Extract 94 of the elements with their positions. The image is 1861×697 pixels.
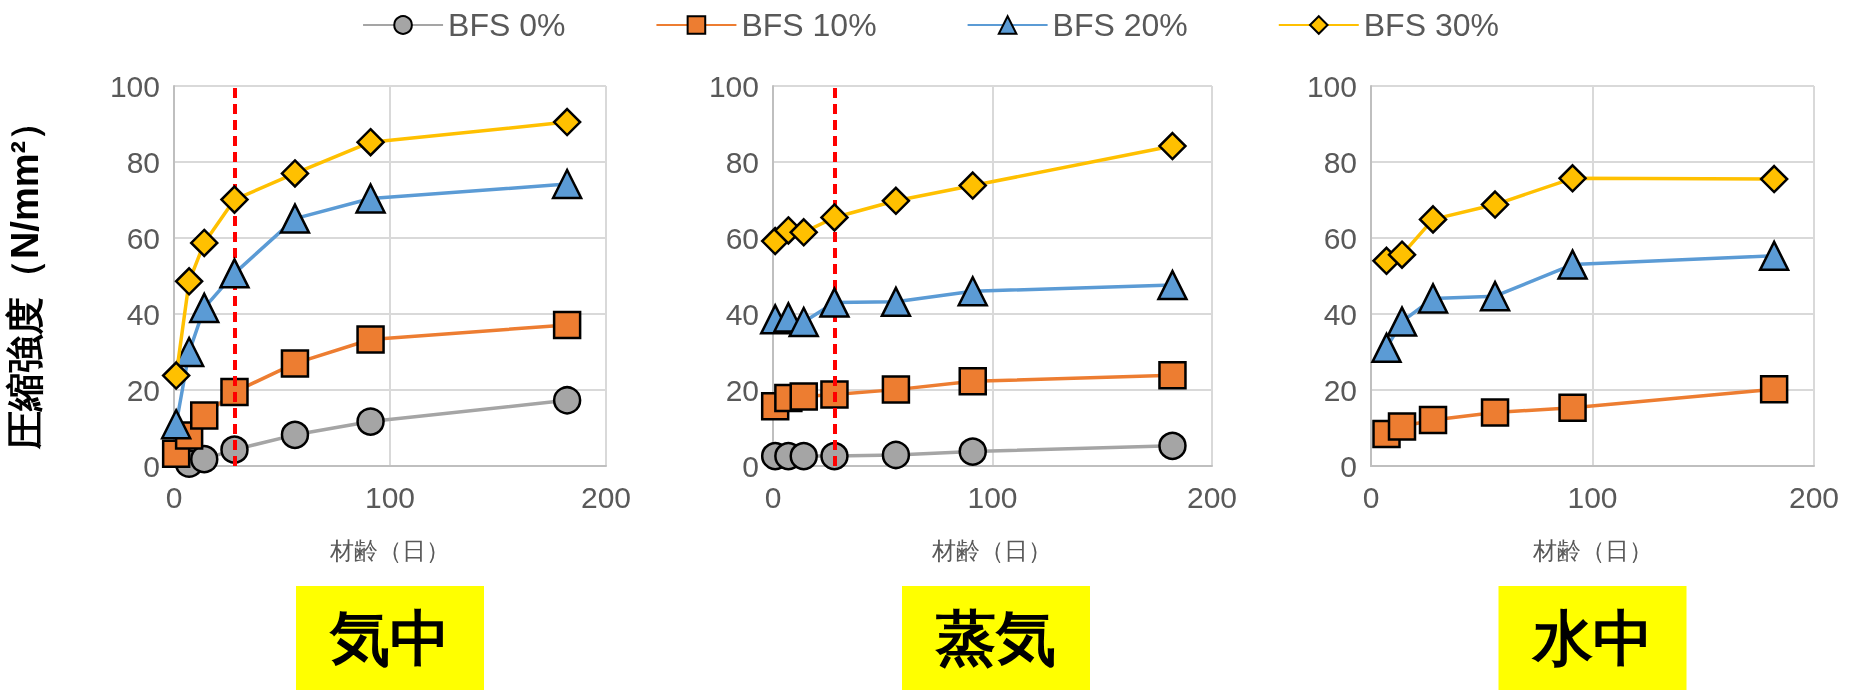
x-tick-label: 200 — [1788, 480, 1840, 514]
point — [219, 258, 250, 289]
text: 蒸気 — [935, 604, 1056, 672]
x-tick-label: 100 — [967, 480, 1018, 514]
y-tick-label: 20 — [126, 373, 160, 407]
point — [957, 275, 988, 307]
point — [1387, 412, 1417, 441]
y-tick-label: 100 — [708, 69, 759, 103]
x-tick-label: 200 — [1186, 480, 1237, 514]
point — [552, 310, 582, 340]
point — [551, 168, 583, 200]
x-tick-label: 100 — [364, 480, 416, 514]
point — [1387, 240, 1417, 269]
y-tick-label: 100 — [1306, 69, 1357, 103]
point — [280, 420, 310, 450]
x-tick-label: 0 — [165, 480, 183, 514]
point — [174, 267, 204, 296]
point — [881, 186, 911, 216]
point — [1759, 164, 1789, 194]
point — [958, 437, 987, 466]
x-axis-title: 材齢（日） — [931, 536, 1053, 564]
point — [1758, 240, 1790, 272]
y-tick-label: 40 — [126, 297, 160, 331]
point — [160, 408, 192, 440]
point — [1418, 405, 1448, 435]
y-tick-label: 60 — [725, 221, 759, 255]
x-tick-label: 0 — [764, 480, 782, 514]
point — [1417, 283, 1449, 314]
point — [1480, 190, 1510, 219]
point — [819, 287, 850, 318]
point — [881, 375, 911, 404]
y-axis-title: 圧縮強度（N/mm²） — [4, 102, 46, 451]
y-tick-label: 60 — [126, 221, 160, 255]
point — [279, 203, 311, 234]
point — [820, 380, 849, 409]
point — [789, 218, 818, 247]
point — [189, 228, 219, 258]
point — [1480, 398, 1510, 427]
point — [1418, 205, 1448, 234]
point — [188, 292, 220, 324]
point — [1386, 306, 1418, 337]
point — [552, 107, 582, 137]
point — [1158, 431, 1187, 461]
y-tick-label: 80 — [1323, 145, 1357, 179]
y-tick-label: 40 — [1323, 297, 1357, 331]
legend-label: BFS 0% — [448, 7, 566, 43]
point — [1557, 249, 1588, 280]
point — [220, 185, 249, 214]
point — [788, 306, 819, 338]
point — [280, 349, 310, 378]
y-tick-label: 80 — [725, 145, 759, 179]
x-tick-label: 0 — [1362, 480, 1380, 514]
x-tick-label: 200 — [580, 480, 632, 514]
point — [189, 401, 219, 430]
x-axis-title: 材齢（日） — [329, 536, 450, 564]
y-tick-label: 0 — [1340, 449, 1357, 483]
point — [280, 159, 310, 188]
point — [161, 361, 191, 390]
x-axis-title: 材齢（日） — [1531, 536, 1653, 564]
point — [880, 286, 912, 318]
y-tick-label: 100 — [109, 69, 160, 103]
x-tick-label: 100 — [1567, 480, 1618, 514]
point — [356, 325, 385, 354]
point — [1371, 332, 1402, 364]
point — [881, 440, 911, 470]
point — [552, 386, 582, 415]
y-tick-label: 60 — [1323, 221, 1357, 255]
text: 水中 — [1530, 604, 1653, 672]
y-tick-label: 0 — [742, 449, 759, 483]
point — [356, 407, 385, 436]
point — [789, 382, 818, 411]
text: 気中 — [329, 604, 450, 672]
point — [1759, 374, 1789, 404]
y-tick-label: 20 — [725, 373, 759, 407]
point — [820, 203, 849, 232]
y-tick-label: 20 — [1323, 373, 1357, 407]
point — [1157, 269, 1188, 301]
point — [355, 183, 386, 214]
point — [1558, 164, 1587, 193]
point — [356, 127, 385, 157]
point — [1558, 393, 1587, 423]
y-tick-label: 40 — [725, 297, 759, 331]
legend-label: BFS 20% — [1052, 7, 1188, 43]
legend-label: BFS 30% — [1363, 7, 1499, 43]
y-tick-label: 80 — [126, 145, 160, 179]
point — [1158, 360, 1187, 390]
point — [1158, 131, 1187, 161]
point — [1479, 280, 1511, 312]
legend-label: BFS 10% — [741, 7, 877, 43]
point — [190, 444, 219, 474]
point — [958, 171, 987, 200]
point — [958, 367, 987, 396]
y-tick-label: 0 — [143, 449, 160, 483]
point — [789, 441, 818, 471]
